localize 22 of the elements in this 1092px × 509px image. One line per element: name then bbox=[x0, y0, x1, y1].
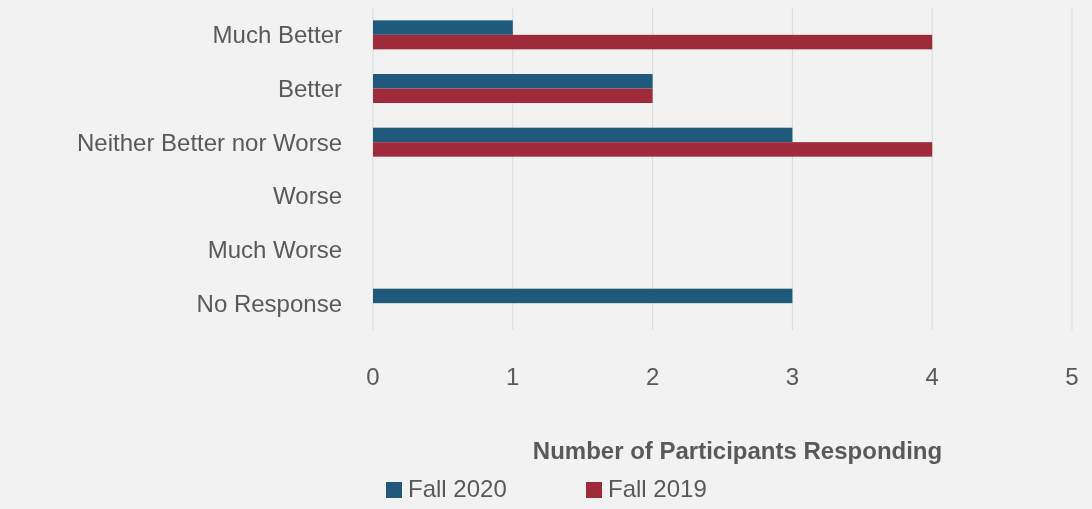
y-tick-label: Much Better bbox=[212, 21, 342, 49]
legend-label: Fall 2020 bbox=[408, 475, 507, 502]
x-tick-label: 1 bbox=[506, 363, 520, 390]
bar bbox=[373, 74, 653, 89]
bar bbox=[373, 34, 933, 50]
x-tick-label: 3 bbox=[785, 363, 800, 390]
x-axis-title: Number of Participants Responding bbox=[532, 437, 943, 464]
y-tick-label: Neither Better nor Worse bbox=[77, 128, 342, 156]
legend-label: Fall 2019 bbox=[608, 475, 707, 502]
x-tick-label: 2 bbox=[645, 363, 660, 390]
x-tick-label: 4 bbox=[925, 363, 939, 390]
bar bbox=[373, 127, 793, 143]
bar bbox=[373, 142, 933, 157]
y-tick-label: Better bbox=[277, 74, 343, 102]
bar bbox=[373, 88, 653, 103]
bar bbox=[373, 288, 793, 304]
x-tick-label: 0 bbox=[366, 363, 380, 390]
bar bbox=[373, 20, 513, 35]
y-tick-label: No Response bbox=[196, 289, 342, 317]
y-tick-label: Worse bbox=[273, 182, 342, 210]
x-tick-label: 5 bbox=[1065, 363, 1079, 390]
y-tick-label: Much Worse bbox=[207, 235, 342, 263]
